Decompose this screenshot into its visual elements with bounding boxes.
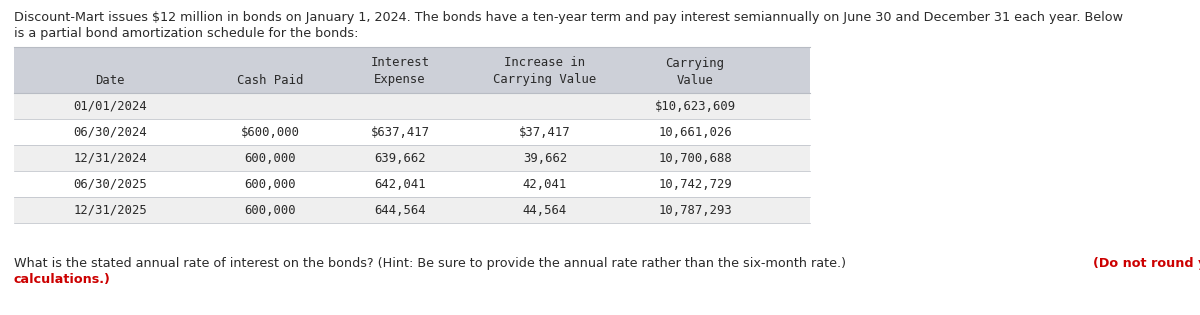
Text: Date: Date [95,73,125,87]
Text: 12/31/2024: 12/31/2024 [73,152,146,164]
Text: 39,662: 39,662 [523,152,568,164]
Text: 01/01/2024: 01/01/2024 [73,100,146,112]
Text: calculations.): calculations.) [14,272,110,285]
Text: 12/31/2025: 12/31/2025 [73,203,146,216]
Bar [14,93,810,119]
Text: (Do not round your intermediate: (Do not round your intermediate [1093,256,1200,270]
Text: 639,662: 639,662 [374,152,426,164]
Text: 44,564: 44,564 [523,203,568,216]
Text: 600,000: 600,000 [244,152,296,164]
Text: 10,661,026: 10,661,026 [658,125,732,139]
Bar [14,197,810,223]
Text: 10,742,729: 10,742,729 [658,177,732,191]
Text: 10,787,293: 10,787,293 [658,203,732,216]
Text: What is the stated annual rate of interest on the bonds? (Hint: Be sure to provi: What is the stated annual rate of intere… [14,256,850,270]
Text: $37,417: $37,417 [520,125,571,139]
Text: Interest: Interest [371,56,430,70]
Text: Increase in: Increase in [504,56,586,70]
Text: is a partial bond amortization schedule for the bonds:: is a partial bond amortization schedule … [14,26,359,39]
Text: Cash Paid: Cash Paid [236,73,304,87]
Text: Carrying: Carrying [666,56,725,70]
Bar [14,145,810,171]
Text: 06/30/2024: 06/30/2024 [73,125,146,139]
Text: Value: Value [677,73,714,87]
Bar [14,171,810,197]
Text: Expense: Expense [374,73,426,87]
Bar [14,47,810,93]
Text: Discount-Mart issues $12 million in bonds on January 1, 2024. The bonds have a t: Discount-Mart issues $12 million in bond… [14,10,1123,24]
Text: 600,000: 600,000 [244,203,296,216]
Text: $10,623,609: $10,623,609 [654,100,736,112]
Text: 642,041: 642,041 [374,177,426,191]
Text: 600,000: 600,000 [244,177,296,191]
Text: Carrying Value: Carrying Value [493,73,596,87]
Text: 06/30/2025: 06/30/2025 [73,177,146,191]
Text: $637,417: $637,417 [371,125,430,139]
Text: 42,041: 42,041 [523,177,568,191]
Text: 10,700,688: 10,700,688 [658,152,732,164]
Text: 644,564: 644,564 [374,203,426,216]
Text: $600,000: $600,000 [240,125,300,139]
Bar [14,119,810,145]
